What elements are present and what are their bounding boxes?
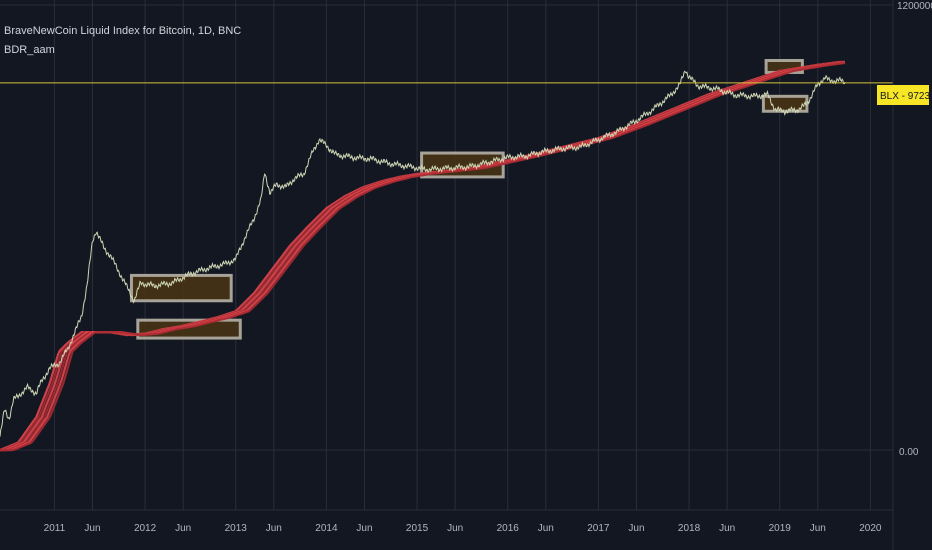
time-axis-tick-label: Jun (266, 523, 282, 534)
legend-title: BraveNewCoin Liquid Index for Bitcoin, 1… (4, 25, 242, 37)
time-axis-tick-label: 2016 (497, 523, 520, 534)
highlight-box (136, 318, 242, 340)
blx-price-series (0, 70, 846, 437)
ribbon-line (0, 61, 846, 452)
time-axis: 2011 Jun 2012 Jun 2013 Jun 2014 Jun 2015 Jun 2016 J… (44, 523, 882, 534)
time-axis-tick-label: 2019 (769, 523, 792, 534)
highlight-box (129, 273, 233, 303)
time-axis-tick-label: 2014 (315, 523, 338, 534)
time-axis-tick-label: Jun (447, 523, 463, 534)
blx-price-line (0, 70, 846, 437)
last-price-tag-bg (877, 85, 929, 105)
time-axis-tick-label: Jun (628, 523, 644, 534)
grid (0, 0, 893, 510)
time-axis-tick-label: 2013 (225, 523, 248, 534)
last-price-tag-text: BLX - 9723.44 (880, 91, 932, 102)
time-axis-tick-label: Jun (810, 523, 826, 534)
legend-indicator: BDR_aam (4, 44, 55, 56)
time-axis-tick-label: 2015 (406, 523, 429, 534)
time-axis-tick-label: 2020 (859, 523, 882, 534)
time-axis-tick-label: Jun (356, 523, 372, 534)
time-axis-tick-label: 2012 (134, 523, 157, 534)
time-axis-tick-label: Jun (84, 523, 100, 534)
time-axis-tick-label: 2011 (44, 523, 66, 534)
time-axis-tick-label: Jun (175, 523, 191, 534)
bdr-aam-ribbon (0, 60, 846, 452)
chart-legend: BraveNewCoin Liquid Index for Bitcoin, 1… (4, 22, 241, 60)
last-price-tag: BLX - 9723.44 (877, 85, 932, 105)
time-axis-tick-label: Jun (719, 523, 735, 534)
time-axis-tick-label: 2018 (678, 523, 701, 534)
time-axis-tick-label: 2017 (587, 523, 610, 534)
time-axis-tick-label: Jun (538, 523, 554, 534)
price-axis-zero-label: 0.00 (899, 447, 919, 458)
